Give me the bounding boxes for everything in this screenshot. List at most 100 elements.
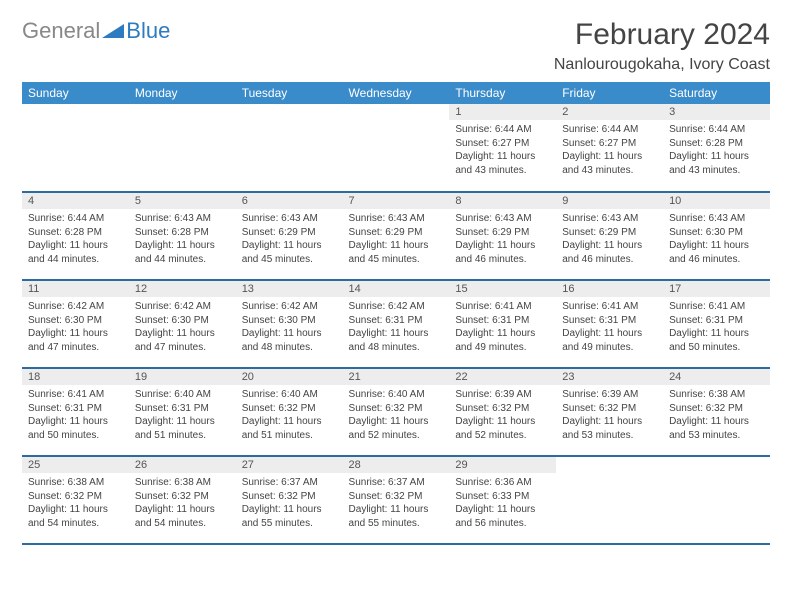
- daylight-text: Daylight: 11 hours and 49 minutes.: [455, 327, 550, 354]
- calendar-week-row: 18Sunrise: 6:41 AMSunset: 6:31 PMDayligh…: [22, 368, 770, 456]
- calendar-day-cell: 28Sunrise: 6:37 AMSunset: 6:32 PMDayligh…: [343, 456, 450, 544]
- sunrise-text: Sunrise: 6:40 AM: [349, 388, 444, 402]
- sunrise-text: Sunrise: 6:44 AM: [669, 123, 764, 137]
- day-number: 12: [129, 281, 236, 298]
- calendar-day-cell: 2Sunrise: 6:44 AMSunset: 6:27 PMDaylight…: [556, 104, 663, 192]
- calendar-day-cell: 9Sunrise: 6:43 AMSunset: 6:29 PMDaylight…: [556, 192, 663, 280]
- day-info: Sunrise: 6:38 AMSunset: 6:32 PMDaylight:…: [663, 386, 770, 444]
- day-number: 29: [449, 457, 556, 474]
- sunset-text: Sunset: 6:30 PM: [28, 314, 123, 328]
- calendar-table: Sunday Monday Tuesday Wednesday Thursday…: [22, 82, 770, 545]
- sunrise-text: Sunrise: 6:44 AM: [455, 123, 550, 137]
- daylight-text: Daylight: 11 hours and 44 minutes.: [28, 239, 123, 266]
- calendar-day-cell: [22, 104, 129, 192]
- calendar-day-cell: 27Sunrise: 6:37 AMSunset: 6:32 PMDayligh…: [236, 456, 343, 544]
- day-number: 27: [236, 457, 343, 474]
- calendar-day-cell: 1Sunrise: 6:44 AMSunset: 6:27 PMDaylight…: [449, 104, 556, 192]
- logo-text-blue: Blue: [126, 18, 170, 44]
- sunrise-text: Sunrise: 6:38 AM: [669, 388, 764, 402]
- daylight-text: Daylight: 11 hours and 51 minutes.: [242, 415, 337, 442]
- day-info: Sunrise: 6:42 AMSunset: 6:30 PMDaylight:…: [236, 298, 343, 356]
- calendar-day-cell: 26Sunrise: 6:38 AMSunset: 6:32 PMDayligh…: [129, 456, 236, 544]
- daylight-text: Daylight: 11 hours and 53 minutes.: [562, 415, 657, 442]
- sunset-text: Sunset: 6:32 PM: [28, 490, 123, 504]
- daylight-text: Daylight: 11 hours and 55 minutes.: [242, 503, 337, 530]
- day-info: Sunrise: 6:43 AMSunset: 6:30 PMDaylight:…: [663, 210, 770, 268]
- calendar-day-cell: 25Sunrise: 6:38 AMSunset: 6:32 PMDayligh…: [22, 456, 129, 544]
- daylight-text: Daylight: 11 hours and 44 minutes.: [135, 239, 230, 266]
- calendar-day-cell: 13Sunrise: 6:42 AMSunset: 6:30 PMDayligh…: [236, 280, 343, 368]
- calendar-day-cell: 20Sunrise: 6:40 AMSunset: 6:32 PMDayligh…: [236, 368, 343, 456]
- sunrise-text: Sunrise: 6:44 AM: [28, 212, 123, 226]
- sunrise-text: Sunrise: 6:43 AM: [455, 212, 550, 226]
- day-info: Sunrise: 6:43 AMSunset: 6:28 PMDaylight:…: [129, 210, 236, 268]
- calendar-day-cell: 29Sunrise: 6:36 AMSunset: 6:33 PMDayligh…: [449, 456, 556, 544]
- weekday-header: Wednesday: [343, 82, 450, 104]
- day-info: Sunrise: 6:38 AMSunset: 6:32 PMDaylight:…: [22, 474, 129, 532]
- sunset-text: Sunset: 6:32 PM: [349, 402, 444, 416]
- daylight-text: Daylight: 11 hours and 52 minutes.: [349, 415, 444, 442]
- calendar-day-cell: 16Sunrise: 6:41 AMSunset: 6:31 PMDayligh…: [556, 280, 663, 368]
- sunrise-text: Sunrise: 6:42 AM: [135, 300, 230, 314]
- sunset-text: Sunset: 6:29 PM: [562, 226, 657, 240]
- sunset-text: Sunset: 6:31 PM: [562, 314, 657, 328]
- day-info: Sunrise: 6:44 AMSunset: 6:27 PMDaylight:…: [449, 121, 556, 179]
- calendar-body: 1Sunrise: 6:44 AMSunset: 6:27 PMDaylight…: [22, 104, 770, 544]
- sunset-text: Sunset: 6:33 PM: [455, 490, 550, 504]
- day-number: 28: [343, 457, 450, 474]
- calendar-day-cell: 3Sunrise: 6:44 AMSunset: 6:28 PMDaylight…: [663, 104, 770, 192]
- calendar-day-cell: 10Sunrise: 6:43 AMSunset: 6:30 PMDayligh…: [663, 192, 770, 280]
- daylight-text: Daylight: 11 hours and 48 minutes.: [349, 327, 444, 354]
- sunrise-text: Sunrise: 6:41 AM: [455, 300, 550, 314]
- sunset-text: Sunset: 6:32 PM: [242, 490, 337, 504]
- day-info: Sunrise: 6:41 AMSunset: 6:31 PMDaylight:…: [556, 298, 663, 356]
- weekday-header: Sunday: [22, 82, 129, 104]
- daylight-text: Daylight: 11 hours and 47 minutes.: [28, 327, 123, 354]
- day-info: Sunrise: 6:42 AMSunset: 6:30 PMDaylight:…: [22, 298, 129, 356]
- sunrise-text: Sunrise: 6:38 AM: [28, 476, 123, 490]
- sunset-text: Sunset: 6:28 PM: [135, 226, 230, 240]
- daylight-text: Daylight: 11 hours and 46 minutes.: [562, 239, 657, 266]
- calendar-day-cell: 8Sunrise: 6:43 AMSunset: 6:29 PMDaylight…: [449, 192, 556, 280]
- daylight-text: Daylight: 11 hours and 46 minutes.: [669, 239, 764, 266]
- day-info: Sunrise: 6:43 AMSunset: 6:29 PMDaylight:…: [343, 210, 450, 268]
- sunrise-text: Sunrise: 6:42 AM: [28, 300, 123, 314]
- daylight-text: Daylight: 11 hours and 43 minutes.: [455, 150, 550, 177]
- calendar-day-cell: 14Sunrise: 6:42 AMSunset: 6:31 PMDayligh…: [343, 280, 450, 368]
- calendar-week-row: 11Sunrise: 6:42 AMSunset: 6:30 PMDayligh…: [22, 280, 770, 368]
- calendar-day-cell: 19Sunrise: 6:40 AMSunset: 6:31 PMDayligh…: [129, 368, 236, 456]
- day-info: Sunrise: 6:40 AMSunset: 6:32 PMDaylight:…: [236, 386, 343, 444]
- sunrise-text: Sunrise: 6:40 AM: [135, 388, 230, 402]
- day-info: Sunrise: 6:44 AMSunset: 6:27 PMDaylight:…: [556, 121, 663, 179]
- location-label: Nanlourougokaha, Ivory Coast: [554, 56, 770, 74]
- day-number: 1: [449, 104, 556, 121]
- day-info: Sunrise: 6:39 AMSunset: 6:32 PMDaylight:…: [556, 386, 663, 444]
- day-number: 17: [663, 281, 770, 298]
- daylight-text: Daylight: 11 hours and 48 minutes.: [242, 327, 337, 354]
- day-number: 14: [343, 281, 450, 298]
- day-number: 6: [236, 193, 343, 210]
- daylight-text: Daylight: 11 hours and 45 minutes.: [349, 239, 444, 266]
- day-info: Sunrise: 6:37 AMSunset: 6:32 PMDaylight:…: [236, 474, 343, 532]
- calendar-week-row: 1Sunrise: 6:44 AMSunset: 6:27 PMDaylight…: [22, 104, 770, 192]
- sunset-text: Sunset: 6:31 PM: [135, 402, 230, 416]
- calendar-day-cell: 17Sunrise: 6:41 AMSunset: 6:31 PMDayligh…: [663, 280, 770, 368]
- sunset-text: Sunset: 6:29 PM: [455, 226, 550, 240]
- day-info: Sunrise: 6:38 AMSunset: 6:32 PMDaylight:…: [129, 474, 236, 532]
- sunrise-text: Sunrise: 6:43 AM: [562, 212, 657, 226]
- sunrise-text: Sunrise: 6:36 AM: [455, 476, 550, 490]
- day-info: Sunrise: 6:43 AMSunset: 6:29 PMDaylight:…: [236, 210, 343, 268]
- day-info: Sunrise: 6:43 AMSunset: 6:29 PMDaylight:…: [449, 210, 556, 268]
- calendar-day-cell: [343, 104, 450, 192]
- day-number: 8: [449, 193, 556, 210]
- sunrise-text: Sunrise: 6:41 AM: [28, 388, 123, 402]
- day-number: 26: [129, 457, 236, 474]
- sunrise-text: Sunrise: 6:40 AM: [242, 388, 337, 402]
- daylight-text: Daylight: 11 hours and 50 minutes.: [28, 415, 123, 442]
- sunset-text: Sunset: 6:27 PM: [562, 137, 657, 151]
- day-info: Sunrise: 6:39 AMSunset: 6:32 PMDaylight:…: [449, 386, 556, 444]
- sunrise-text: Sunrise: 6:43 AM: [349, 212, 444, 226]
- calendar-day-cell: 7Sunrise: 6:43 AMSunset: 6:29 PMDaylight…: [343, 192, 450, 280]
- calendar-day-cell: [663, 456, 770, 544]
- day-info: Sunrise: 6:43 AMSunset: 6:29 PMDaylight:…: [556, 210, 663, 268]
